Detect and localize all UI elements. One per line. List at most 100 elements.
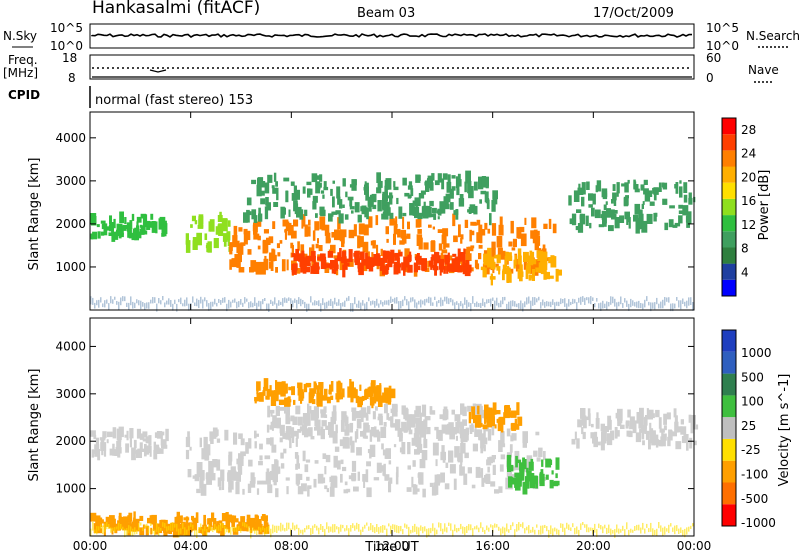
velocity-cell bbox=[189, 446, 192, 451]
velocity-cell bbox=[429, 406, 433, 414]
velocity-noise-cell bbox=[338, 527, 340, 534]
power-cell bbox=[266, 202, 271, 211]
power-cell bbox=[393, 225, 398, 235]
power-noise-cell bbox=[650, 302, 652, 312]
velocity-cell bbox=[317, 426, 321, 436]
power-noise-cell bbox=[294, 298, 296, 303]
y-tick-label: 4000 bbox=[55, 131, 86, 145]
power-cell bbox=[256, 184, 262, 197]
power-cell bbox=[308, 188, 313, 195]
velocity-cell bbox=[454, 414, 461, 422]
power-noise-cell bbox=[682, 298, 684, 304]
power-noise-cell bbox=[366, 301, 368, 310]
power-cell bbox=[517, 229, 522, 239]
velocity-noise-cell bbox=[604, 524, 606, 529]
power-noise-cell bbox=[662, 299, 664, 309]
velocity-cell bbox=[377, 416, 381, 421]
power-noise-cell bbox=[178, 299, 180, 303]
power-noise-cell bbox=[304, 301, 306, 308]
velocity-cell bbox=[240, 438, 245, 446]
power-cell bbox=[449, 188, 454, 195]
velocity-noise-cell bbox=[668, 524, 670, 534]
power-cell bbox=[532, 269, 535, 281]
power-noise-cell bbox=[346, 297, 348, 302]
velocity-cell bbox=[110, 515, 114, 519]
power-cell bbox=[674, 184, 678, 189]
velocity-cell bbox=[250, 472, 255, 483]
power-cell bbox=[342, 264, 346, 278]
velocity-cell bbox=[309, 405, 312, 414]
power-cell bbox=[311, 173, 318, 183]
power-noise-cell bbox=[122, 296, 124, 302]
power-noise-cell bbox=[314, 300, 316, 306]
power-cell bbox=[682, 205, 689, 216]
velocity-cell bbox=[667, 436, 671, 447]
power-noise-cell bbox=[558, 301, 560, 307]
power-noise-cell bbox=[520, 300, 522, 310]
power-cell bbox=[372, 204, 377, 210]
power-cell bbox=[347, 262, 350, 267]
power-cell bbox=[635, 220, 640, 234]
colorbar-tick-label: 8 bbox=[741, 242, 749, 256]
power-cell bbox=[244, 233, 248, 245]
power-noise-cell bbox=[478, 303, 480, 307]
velocity-noise-cell bbox=[102, 525, 104, 535]
power-cell bbox=[349, 206, 355, 210]
velocity-cell bbox=[295, 473, 301, 485]
power-cell bbox=[185, 240, 191, 245]
power-cell bbox=[441, 234, 447, 245]
velocity-cell bbox=[429, 410, 436, 415]
velocity-noise-cell bbox=[150, 523, 152, 527]
velocity-cell bbox=[416, 444, 420, 455]
power-cell bbox=[359, 251, 365, 260]
velocity-cell bbox=[591, 423, 594, 428]
velocity-noise-cell bbox=[236, 526, 238, 533]
power-noise-cell bbox=[92, 297, 94, 305]
velocity-noise-cell bbox=[106, 522, 108, 530]
velocity-cell bbox=[213, 518, 217, 528]
velocity-cell bbox=[549, 479, 554, 489]
velocity-noise-cell bbox=[274, 525, 276, 533]
velocity-cell bbox=[508, 476, 513, 488]
velocity-cell bbox=[383, 422, 387, 427]
velocity-noise-cell bbox=[496, 524, 498, 528]
velocity-cell bbox=[211, 512, 215, 522]
power-noise-cell bbox=[538, 296, 540, 301]
velocity-noise-cell bbox=[494, 523, 496, 528]
power-noise-cell bbox=[214, 298, 216, 305]
velocity-noise-cell bbox=[524, 528, 526, 534]
power-cell bbox=[579, 213, 586, 225]
power-cell bbox=[371, 193, 377, 203]
velocity-cell bbox=[351, 381, 354, 388]
power-noise-cell bbox=[332, 301, 334, 309]
power-noise-cell bbox=[524, 301, 526, 308]
power-cell bbox=[634, 188, 640, 193]
velocity-cell bbox=[254, 399, 257, 404]
velocity-cell bbox=[344, 481, 348, 486]
velocity-cell bbox=[444, 483, 450, 490]
colorbar-swatch bbox=[722, 247, 736, 264]
velocity-cell bbox=[487, 466, 490, 473]
velocity-cell bbox=[526, 455, 533, 468]
power-cell bbox=[255, 261, 262, 275]
velocity-cell bbox=[330, 395, 334, 400]
velocity-cell bbox=[271, 421, 274, 431]
colorbar-swatch bbox=[722, 182, 736, 199]
power-noise-cell bbox=[474, 303, 476, 307]
power-cell bbox=[438, 258, 444, 270]
power-noise-cell bbox=[382, 301, 384, 307]
velocity-noise-cell bbox=[138, 523, 140, 531]
velocity-cell bbox=[340, 459, 344, 465]
velocity-cell bbox=[484, 414, 487, 424]
velocity-noise-cell bbox=[644, 528, 646, 534]
velocity-cell bbox=[423, 431, 426, 445]
power-cell bbox=[429, 182, 434, 191]
power-cell bbox=[357, 265, 362, 273]
velocity-noise-cell bbox=[118, 522, 120, 531]
velocity-noise-cell bbox=[448, 522, 450, 526]
power-noise-cell bbox=[432, 302, 434, 306]
velocity-noise-cell bbox=[168, 526, 170, 531]
velocity-cell bbox=[690, 420, 694, 434]
power-cell bbox=[236, 240, 240, 254]
power-cell bbox=[441, 249, 448, 254]
